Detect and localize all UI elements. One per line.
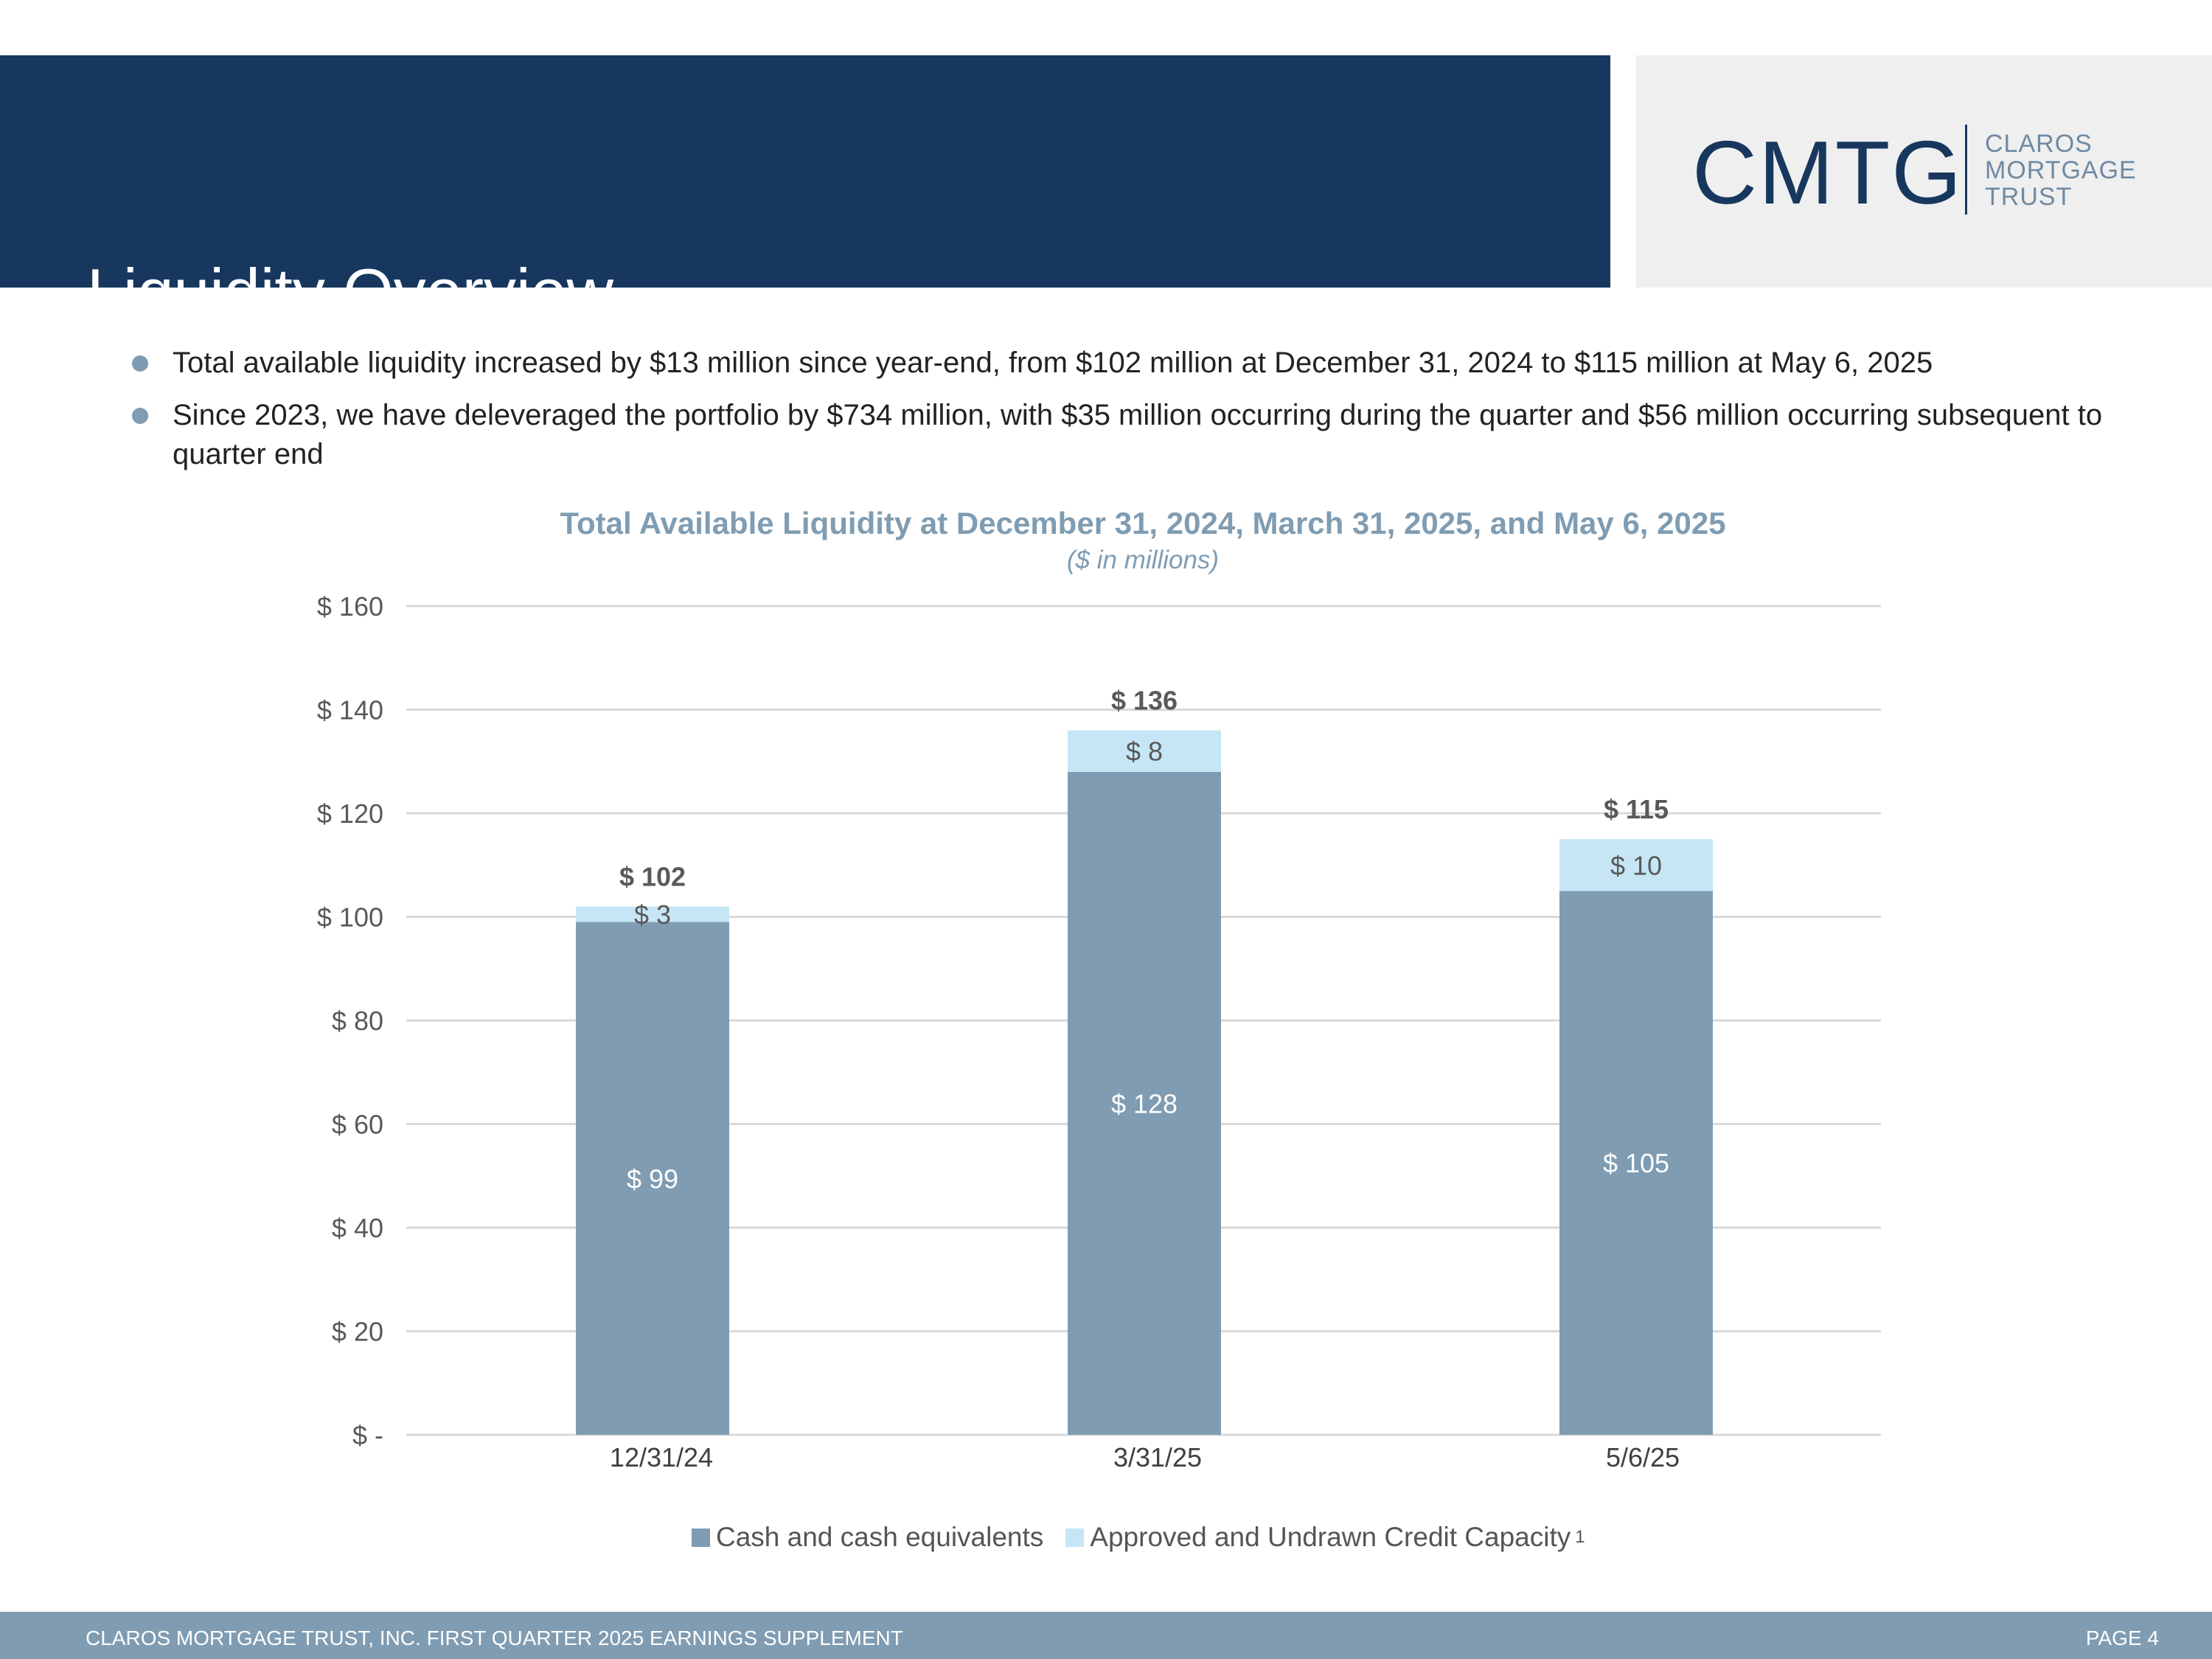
bar-cash bbox=[576, 922, 729, 1435]
bar-credit bbox=[1068, 730, 1221, 772]
data-label-credit: $ 10 bbox=[1610, 850, 1662, 880]
x-tick-label: 5/6/25 bbox=[1606, 1442, 1680, 1472]
x-tick-label: 3/31/25 bbox=[1113, 1442, 1202, 1472]
y-tick-label: $ - bbox=[352, 1420, 383, 1450]
bullet-icon bbox=[132, 408, 148, 424]
bar-cash bbox=[1068, 771, 1221, 1435]
legend-swatch-cash bbox=[692, 1528, 710, 1547]
y-tick-label: $ 100 bbox=[317, 902, 383, 933]
footer-band: CLAROS MORTGAGE TRUST, INC. FIRST QUARTE… bbox=[0, 1612, 2212, 1659]
bullet-text: Since 2023, we have deleveraged the port… bbox=[173, 399, 2103, 470]
company-logo: CMTG CLAROS MORTGAGE TRUST bbox=[1636, 55, 2212, 288]
page-number: PAGE 4 bbox=[2085, 1627, 2159, 1649]
bullet-icon bbox=[132, 355, 148, 372]
footer-text: CLAROS MORTGAGE TRUST, INC. FIRST QUARTE… bbox=[86, 1627, 903, 1649]
legend-footnote: 1 bbox=[1575, 1527, 1585, 1547]
y-tick-label: $ 60 bbox=[332, 1110, 383, 1140]
bar-credit bbox=[576, 906, 729, 922]
header-band: Liquidity Overview bbox=[0, 55, 1610, 328]
logo-word: TRUST bbox=[1985, 183, 2073, 211]
y-tick-label: $ 20 bbox=[332, 1317, 383, 1347]
legend-swatch-credit bbox=[1065, 1528, 1085, 1547]
bullet-item: Since 2023, we have deleveraged the port… bbox=[131, 396, 2136, 474]
data-label-total: $ 115 bbox=[1604, 794, 1669, 824]
bar-credit bbox=[1559, 839, 1713, 891]
data-label-total: $ 102 bbox=[619, 861, 686, 891]
legend-label-cash: Cash and cash equivalents bbox=[716, 1522, 1044, 1552]
data-label-cash: $ 99 bbox=[627, 1164, 678, 1194]
legend-label-credit: Approved and Undrawn Credit Capacity bbox=[1090, 1522, 1571, 1552]
y-tick-label: $ 120 bbox=[317, 799, 383, 829]
chart-legend: Cash and cash equivalents Approved and U… bbox=[692, 1520, 1607, 1554]
legend-item-cash: Cash and cash equivalents bbox=[692, 1522, 1043, 1553]
bullet-list: Total available liquidity increased by $… bbox=[131, 344, 2136, 487]
bullet-item: Total available liquidity increased by $… bbox=[131, 344, 2136, 383]
y-tick-label: $ 40 bbox=[332, 1213, 383, 1243]
logo-mark: CMTG bbox=[1692, 122, 1964, 223]
chart-subtitle: ($ in millions) bbox=[1066, 546, 1220, 574]
data-label-cash: $ 128 bbox=[1111, 1088, 1178, 1119]
y-tick-label: $ 160 bbox=[317, 591, 383, 622]
y-tick-label: $ 140 bbox=[317, 695, 383, 726]
legend-item-credit: Approved and Undrawn Credit Capacity 1 bbox=[1065, 1522, 1585, 1553]
bar-cash bbox=[1559, 891, 1713, 1435]
logo-word: CLAROS bbox=[1985, 130, 2093, 158]
logo-divider bbox=[1965, 125, 1967, 215]
data-label-cash: $ 105 bbox=[1603, 1148, 1669, 1178]
page-title: Liquidity Overview bbox=[87, 255, 614, 328]
logo-word: MORTGAGE bbox=[1985, 156, 2137, 184]
chart-title: Total Available Liquidity at December 31… bbox=[560, 506, 1726, 540]
data-label-credit: $ 3 bbox=[634, 900, 671, 930]
data-label-credit: $ 8 bbox=[1126, 737, 1163, 767]
logo-wordmark: CLAROS MORTGAGE TRUST bbox=[1985, 131, 2137, 210]
y-tick-label: $ 80 bbox=[332, 1006, 383, 1036]
bullet-text: Total available liquidity increased by $… bbox=[173, 347, 1933, 379]
data-label-total: $ 136 bbox=[1111, 686, 1178, 716]
x-tick-label: 12/31/24 bbox=[610, 1442, 713, 1472]
